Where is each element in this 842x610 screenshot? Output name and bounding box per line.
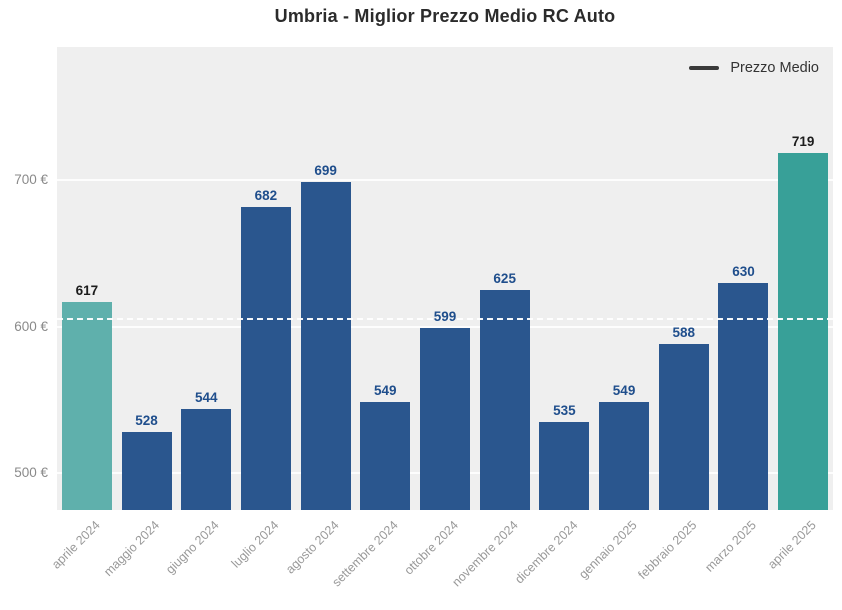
bar-value-label: 699 xyxy=(314,162,337,178)
y-axis-tick-label: 500 € xyxy=(14,465,48,481)
bar[interactable] xyxy=(718,282,769,510)
bar[interactable] xyxy=(479,290,530,510)
x-axis-tick-text: gennaio 2025 xyxy=(576,518,640,582)
gridline xyxy=(57,325,833,328)
gridline xyxy=(57,179,833,182)
x-axis-tick-text: maggio 2024 xyxy=(101,518,163,580)
bar[interactable] xyxy=(300,181,351,510)
bar[interactable] xyxy=(778,152,829,510)
bar[interactable] xyxy=(121,432,172,510)
x-axis-tick-text: dicembre 2024 xyxy=(511,518,581,587)
y-axis-tick-label: 700 € xyxy=(14,172,48,188)
bar-value-label: 549 xyxy=(612,382,636,398)
bar[interactable] xyxy=(658,344,709,510)
bar[interactable] xyxy=(420,328,470,510)
bar-value-label: 719 xyxy=(791,133,815,149)
x-axis-tick-text: febbraio 2025 xyxy=(635,518,700,582)
bar-value-label: 535 xyxy=(553,403,576,419)
x-axis-tick-text: aprile 2024 xyxy=(49,518,103,572)
average-dashed-line xyxy=(57,317,833,320)
x-axis-tick-text: luglio 2024 xyxy=(229,518,282,571)
bar-value-label: 617 xyxy=(75,282,99,298)
x-axis-tick-text: marzo 2025 xyxy=(702,518,760,575)
chart-title: Umbria - Miglior Prezzo Medio RC Auto xyxy=(274,6,616,26)
x-axis-tick-text: agosto 2024 xyxy=(282,518,342,577)
bar[interactable] xyxy=(61,301,112,510)
y-axis-tick-label: 600 € xyxy=(14,318,48,334)
bar-value-label: 625 xyxy=(493,271,516,287)
bar[interactable] xyxy=(181,408,232,510)
x-axis-tick-text: ottobre 2024 xyxy=(401,518,461,578)
x-axis-tick-text: aprile 2025 xyxy=(765,518,820,572)
bar-value-label: 682 xyxy=(254,187,278,203)
bar-value-label: 549 xyxy=(374,382,397,398)
plot-area: 617 528 544 682 699 549 599 625 535 549 588 630 719 … xyxy=(57,47,833,510)
legend-label: Prezzo Medio xyxy=(730,60,819,76)
bar-value-label: 528 xyxy=(135,413,158,429)
legend-line-icon xyxy=(689,66,720,70)
x-axis-tick-text: giugno 2024 xyxy=(163,518,223,577)
legend[interactable]: Prezzo Medio xyxy=(689,60,819,76)
bar-value-label: 599 xyxy=(433,309,457,325)
bar[interactable] xyxy=(599,401,650,510)
bar-value-label: 588 xyxy=(672,325,696,341)
bar[interactable] xyxy=(360,401,411,510)
bar-value-label: 544 xyxy=(194,389,218,405)
bar[interactable] xyxy=(240,206,291,510)
bar[interactable] xyxy=(539,422,590,510)
bar-value-label: 630 xyxy=(732,263,755,279)
